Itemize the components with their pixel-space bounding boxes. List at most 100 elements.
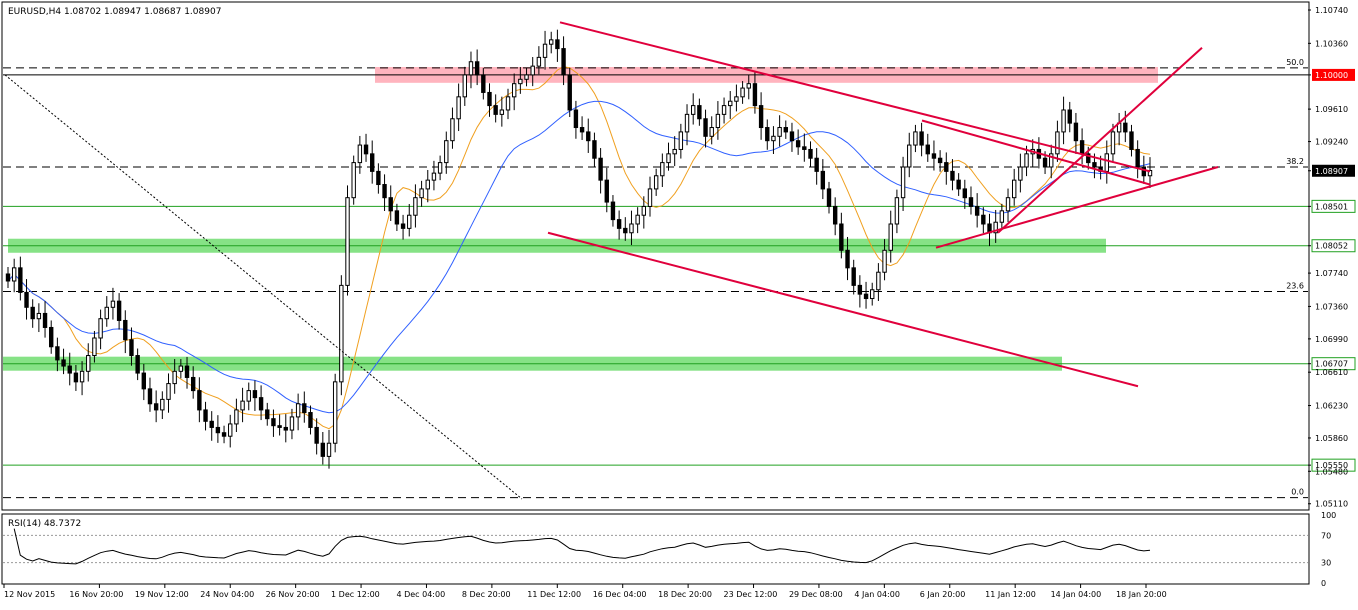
candle-body <box>345 197 350 286</box>
candle-body <box>382 184 387 199</box>
candle-body <box>697 105 702 120</box>
candle-body <box>610 201 616 221</box>
price-tag-box <box>1312 164 1355 177</box>
candle-body <box>1049 153 1054 168</box>
candle-body <box>653 175 659 190</box>
candle-body <box>832 205 838 225</box>
candle-body <box>721 105 727 115</box>
candle-body <box>505 96 511 111</box>
candle-body <box>598 157 603 181</box>
candle-body <box>870 289 875 300</box>
candle-body <box>549 39 554 45</box>
trendline-triangle-lower <box>935 166 1219 249</box>
candle-body <box>5 273 11 282</box>
candle-body <box>956 179 961 190</box>
candle-body <box>129 339 134 357</box>
candle-body <box>468 61 474 76</box>
candle-body <box>808 148 813 159</box>
candle-body <box>530 65 535 76</box>
candle-body <box>1086 153 1091 164</box>
candle-body <box>1135 148 1140 168</box>
moving-average-fast <box>7 66 1151 430</box>
candle-body <box>24 291 29 308</box>
candle-body <box>234 409 239 425</box>
candle-body <box>320 442 326 457</box>
candle-body <box>857 284 863 295</box>
trendline-upper-descending <box>559 21 1151 173</box>
candle-body <box>913 131 918 146</box>
candle-body <box>919 131 924 146</box>
fib-label-0-0: 0.0 <box>1291 488 1304 497</box>
candle-body <box>431 172 437 181</box>
candle-body <box>252 390 258 399</box>
candle-body <box>413 197 418 216</box>
x-tick-label: 19 Nov 12:00 <box>135 590 189 599</box>
candle-body <box>141 372 147 390</box>
candle-body <box>579 127 585 133</box>
candle-body <box>36 312 42 320</box>
candle-body <box>110 300 116 308</box>
candle-body <box>1104 153 1109 172</box>
price-tag-box <box>1311 458 1356 472</box>
candle-body <box>752 83 758 107</box>
y-tick-label: 1.06230 <box>1315 402 1348 411</box>
price-tag-box <box>1311 239 1356 253</box>
candle-body <box>937 157 943 164</box>
y-tick-label: 1.09240 <box>1315 138 1348 147</box>
candle-body <box>691 105 696 115</box>
candle-body <box>623 227 628 234</box>
x-tick-label: 29 Dec 08:00 <box>789 590 843 599</box>
candle-body <box>197 390 202 411</box>
candle-body <box>629 223 634 234</box>
y-tick-label: 1.10000 <box>1315 71 1348 80</box>
x-tick-label: 24 Nov 04:00 <box>200 590 254 599</box>
rsi-line <box>13 528 1151 565</box>
candle-body <box>135 355 140 374</box>
x-tick-label: 26 Nov 20:00 <box>266 590 320 599</box>
chart-header: EURUSD,H4 1.08702 1.08947 1.08687 1.0890… <box>8 7 221 17</box>
candle-body <box>1067 109 1072 124</box>
candle-body <box>493 105 498 115</box>
candle-body <box>882 249 887 273</box>
candle-body <box>1018 166 1023 181</box>
candle-body <box>407 214 412 229</box>
y-tick-label: 1.06707 <box>1315 360 1348 369</box>
candle-body <box>592 140 597 159</box>
candle-body <box>888 223 893 251</box>
candle-body <box>61 359 66 367</box>
candle-body <box>190 376 196 392</box>
rsi-panel-frame <box>1 513 1310 585</box>
candle-body <box>104 306 109 320</box>
y-tick-label: 1.10360 <box>1315 39 1348 48</box>
candle-body <box>820 170 826 190</box>
x-tick-label: 23 Dec 12:00 <box>724 590 778 599</box>
candle-body <box>635 214 640 225</box>
candle-body <box>265 409 270 420</box>
candle-body <box>925 144 930 155</box>
candle-body <box>55 346 60 361</box>
x-tick-label: 16 Dec 04:00 <box>593 590 647 599</box>
x-tick-label: 11 Dec 12:00 <box>527 590 581 599</box>
candle-body <box>308 412 313 428</box>
candle-body <box>511 83 517 98</box>
candle-body <box>900 166 906 199</box>
candle-body <box>944 162 949 172</box>
candle-body <box>758 105 764 129</box>
candle-body <box>258 397 264 411</box>
candle-body <box>1079 140 1085 155</box>
candle-body <box>79 370 85 383</box>
candle-body <box>1042 157 1048 168</box>
candle-body <box>339 284 344 383</box>
candle-body <box>814 157 819 172</box>
x-tick-label: 6 Jan 20:00 <box>920 590 966 599</box>
trendline-lower-descending <box>547 231 1139 388</box>
candle-body <box>444 140 449 164</box>
candle-body <box>277 425 282 428</box>
candle-body <box>802 146 807 150</box>
candle-body <box>981 214 986 225</box>
candle-body <box>709 127 714 137</box>
candle-body <box>456 96 461 120</box>
candle-body <box>586 131 591 142</box>
x-tick-label: 16 Nov 20:00 <box>69 590 123 599</box>
